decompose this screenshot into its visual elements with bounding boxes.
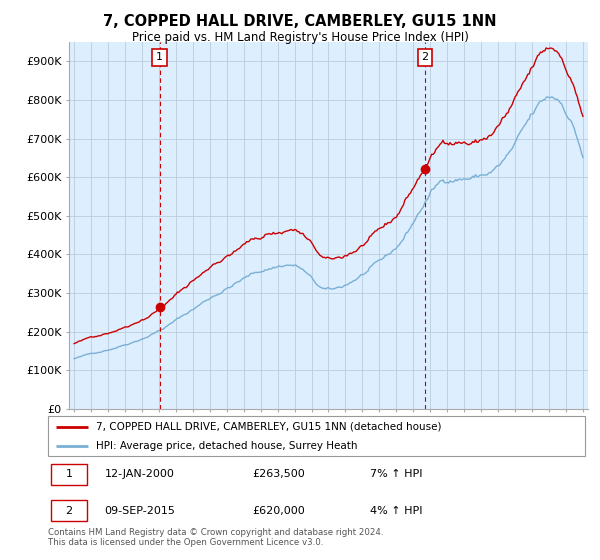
Text: Price paid vs. HM Land Registry's House Price Index (HPI): Price paid vs. HM Land Registry's House … (131, 31, 469, 44)
FancyBboxPatch shape (50, 464, 87, 485)
Text: 7, COPPED HALL DRIVE, CAMBERLEY, GU15 1NN: 7, COPPED HALL DRIVE, CAMBERLEY, GU15 1N… (103, 14, 497, 29)
Text: Contains HM Land Registry data © Crown copyright and database right 2024.
This d: Contains HM Land Registry data © Crown c… (48, 528, 383, 547)
Text: 7, COPPED HALL DRIVE, CAMBERLEY, GU15 1NN (detached house): 7, COPPED HALL DRIVE, CAMBERLEY, GU15 1N… (97, 422, 442, 432)
Text: 1: 1 (65, 469, 73, 479)
Text: 2: 2 (65, 506, 73, 516)
Text: 1: 1 (156, 53, 163, 63)
Text: £263,500: £263,500 (252, 469, 305, 479)
FancyBboxPatch shape (50, 500, 87, 521)
Text: HPI: Average price, detached house, Surrey Heath: HPI: Average price, detached house, Surr… (97, 441, 358, 451)
FancyBboxPatch shape (48, 416, 585, 456)
Text: £620,000: £620,000 (252, 506, 305, 516)
Text: 2: 2 (421, 53, 428, 63)
Text: 7% ↑ HPI: 7% ↑ HPI (370, 469, 422, 479)
Text: 09-SEP-2015: 09-SEP-2015 (104, 506, 175, 516)
Text: 4% ↑ HPI: 4% ↑ HPI (370, 506, 422, 516)
Text: 12-JAN-2000: 12-JAN-2000 (104, 469, 174, 479)
